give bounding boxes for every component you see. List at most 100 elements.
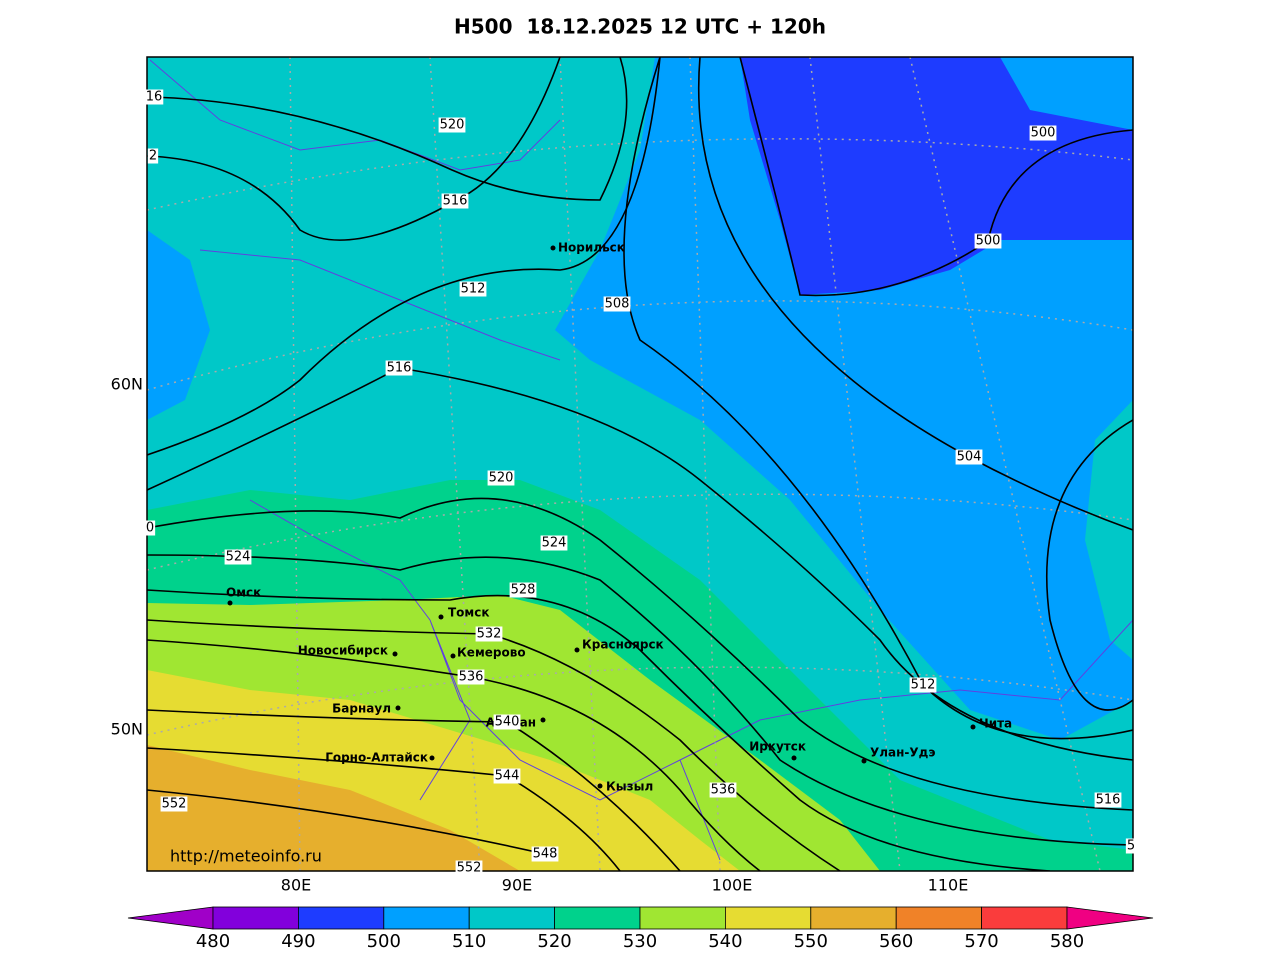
map-frame [146,56,1134,872]
contour-label: 532 [477,627,502,642]
colorbar-box [212,906,299,930]
city-dot [597,783,603,789]
field-500 [740,57,1133,295]
colorbar-label: 560 [879,931,913,952]
contour [623,57,1133,740]
contour-label: 504 [957,450,982,465]
colorbar-label: 520 [537,931,571,952]
field-510-west [147,230,210,420]
contour-label-bg [540,535,568,551]
city: Кемерово [457,646,526,660]
contour [147,589,1051,871]
colorbar-end [127,906,214,930]
colorbar-label: 510 [452,931,486,952]
colorbar-box [639,906,726,930]
contour-label: 548 [533,847,558,862]
contour [147,554,1133,846]
city: Барнаул [332,702,391,716]
contour-label-bg [385,360,413,376]
contour-label: 512 [461,282,486,297]
colorbar-label: 500 [367,931,401,952]
contour-label-bg [487,470,515,486]
lat-label: 60N [111,375,143,394]
city-dot [438,614,444,620]
contour-label: 500 [1031,126,1056,141]
contour-label: 524 [542,536,567,551]
url: http://meteoinfo.ru [170,847,322,866]
contour-label: 2 [149,149,157,164]
contour-label: 508 [605,297,630,312]
graticule [147,57,1133,871]
city: Омск [226,586,261,600]
contour-label-bg [457,669,485,685]
contour-labels: 520 516 512 508 516 520 524 524 528 532 … [144,89,1137,876]
city-dot [970,724,976,730]
contour-label: 540 [495,715,520,730]
contour-label-bg [603,296,631,312]
colorbar-end [1066,906,1154,930]
city: Иркутск [749,740,806,754]
contour-label: 512 [911,678,936,693]
lat-label: 50N [111,720,143,739]
colorbar-box [468,906,556,930]
contour-label: 16 [146,90,163,105]
contour-label: 516 [1096,793,1121,808]
contour-label: 536 [459,670,484,685]
contour-label-bg [144,89,164,105]
contour-label-bg [459,281,487,297]
contour-label: 552 [162,797,187,812]
contour-label-bg [1029,125,1057,141]
lon-label: 80E [281,876,311,895]
colorbar-box [297,906,385,930]
contour [147,747,621,871]
city: Улан-Удэ [870,746,935,760]
city: Томск [448,606,490,620]
contour-label-bg [224,549,252,565]
city-dot [227,600,233,606]
contour-label-bg [709,782,737,798]
city: Новосибирск [298,644,388,658]
lon-label: 110E [928,876,969,895]
colorbar-box [981,906,1068,930]
contour [739,57,1133,297]
contour-label-bg [147,148,159,164]
contour-label-bg [509,582,537,598]
colorbar-label: 550 [794,931,828,952]
contour-label-bg [160,796,188,812]
contour [147,789,546,855]
contour-label: 500 [976,234,1001,249]
city-dot [540,717,546,723]
city-dot [791,755,797,761]
city: Кызыл [606,780,653,794]
field-560 [147,745,520,871]
contour [147,57,628,201]
contour-label: 536 [711,783,736,798]
contour-label-bg [531,846,559,862]
contour [1046,419,1133,711]
contour-label: 516 [443,194,468,209]
colorbar-label: 540 [708,931,742,952]
colorbar-box [725,906,812,930]
lon-label: 100E [712,876,753,895]
contour [147,57,561,241]
contour-label-bg [438,117,466,133]
contour-label-bg [1094,792,1122,808]
contour [147,497,1133,811]
colorbar-label: 570 [964,931,998,952]
contour [147,639,761,871]
colorbar-box [383,906,470,930]
contour-label: 544 [495,769,520,784]
city: Красноярск [582,638,664,652]
contour-label-bg [493,714,521,730]
colorbar-box [810,906,897,930]
city-dot [861,758,867,764]
city-dot [429,755,435,761]
contour-label: 528 [511,583,536,598]
city-dot [550,245,556,251]
contour-label: 0 [146,521,154,536]
colorbar-box [895,906,983,930]
city-dot [574,647,580,653]
contour-label-bg [144,520,156,536]
contour-label: 520 [489,471,514,486]
